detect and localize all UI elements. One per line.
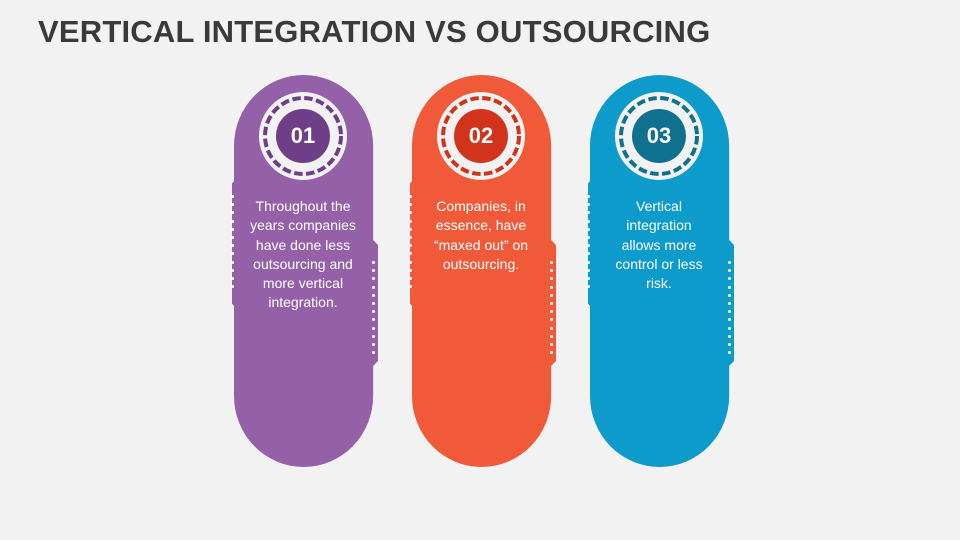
card-2-number: 02 [468, 123, 494, 148]
card-2-shape [410, 75, 556, 467]
card-1-dots-right [371, 261, 377, 359]
slide-title: VERTICAL INTEGRATION VS OUTSOURCING [38, 14, 711, 49]
card-1-dots-left [230, 195, 236, 293]
card-2: 02 Companies, in essence, have “maxed ou… [408, 75, 556, 467]
card-3-shape [588, 75, 734, 467]
card-3-number: 03 [646, 123, 672, 148]
card-2-dots-left [408, 195, 414, 293]
card-1-text: Throughout the years companies have done… [250, 198, 356, 311]
card-3-text: Vertical integration allows more control… [615, 198, 703, 292]
card-2-text: Companies, in essence, have “maxed out” … [433, 198, 529, 272]
card-2-badge: 02 [410, 75, 552, 217]
card-3-dots-right [727, 261, 733, 359]
card-2-dots-right [549, 261, 555, 359]
card-1-badge: 01 [232, 75, 374, 217]
card-3: 03 Vertical integration allows more cont… [586, 75, 734, 467]
card-1: 01 Throughout the years companies have d… [230, 75, 378, 467]
card-1-shape [232, 75, 378, 467]
card-3-badge: 03 [588, 75, 730, 217]
card-1-number: 01 [290, 123, 316, 148]
card-3-dots-left [586, 195, 592, 293]
